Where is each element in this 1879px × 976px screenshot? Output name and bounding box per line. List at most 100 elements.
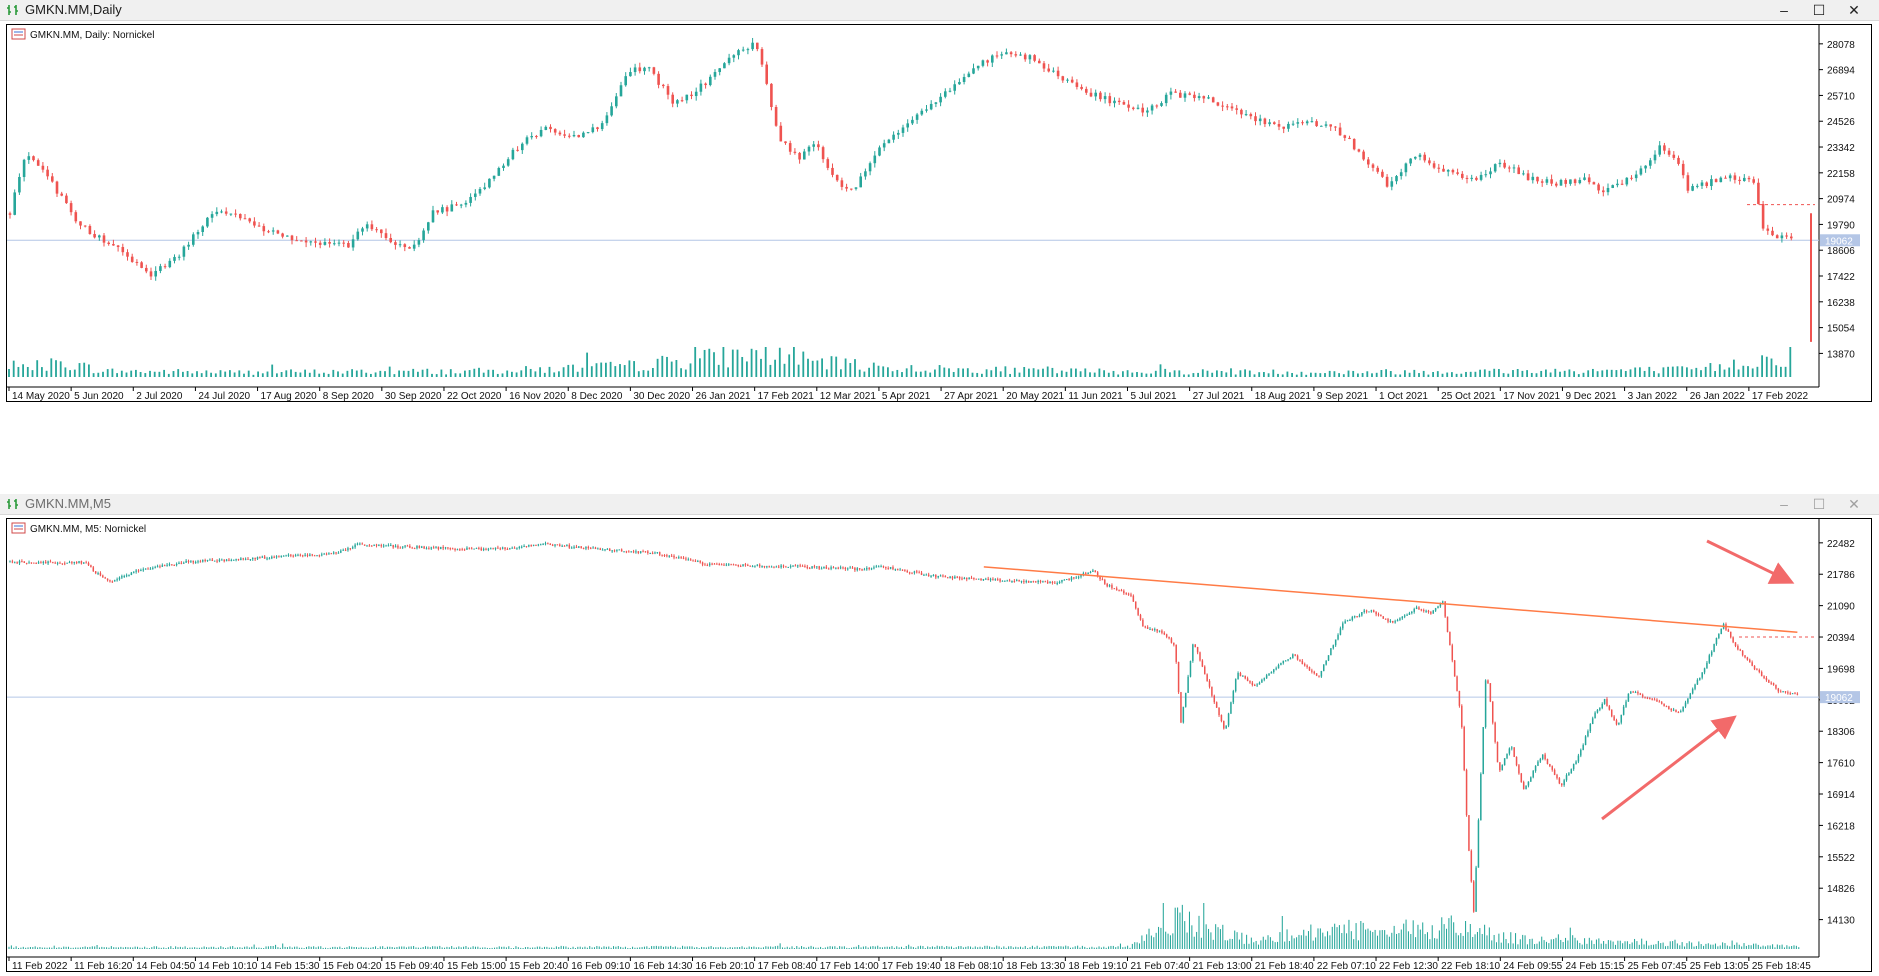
candle-body bbox=[42, 561, 45, 564]
candle-body bbox=[41, 165, 45, 170]
price-tick-label: 19698 bbox=[1827, 664, 1855, 675]
candle-body bbox=[1423, 154, 1426, 161]
time-tick-label: 21 Feb 07:40 bbox=[1130, 961, 1189, 971]
daily-chart-area[interactable]: GMKN.MM, Daily: Nornickel 28078 26894 25710… bbox=[6, 24, 1872, 402]
candle-body bbox=[1472, 881, 1475, 912]
candle-body bbox=[1234, 679, 1237, 692]
candle-body bbox=[130, 572, 133, 575]
candle-body bbox=[1415, 607, 1418, 609]
candle-body bbox=[1672, 709, 1675, 711]
candle-body bbox=[730, 564, 732, 566]
candle-body bbox=[732, 564, 735, 566]
candle-body bbox=[642, 551, 644, 553]
candle-body bbox=[987, 578, 989, 581]
candle-body bbox=[1743, 177, 1746, 182]
candle-body bbox=[420, 546, 423, 548]
time-tick-label: 16 Feb 20:10 bbox=[696, 961, 755, 971]
candle-body bbox=[1796, 693, 1799, 695]
candle-body bbox=[182, 246, 186, 257]
candle-body bbox=[1684, 702, 1687, 707]
price-tick-label: 14826 bbox=[1827, 884, 1855, 895]
candle-body bbox=[1165, 634, 1168, 637]
m5-chart-area[interactable]: GMKN.MM, M5: Nornickel 22482 21786 21090 203… bbox=[6, 518, 1872, 972]
m5-chart-svg[interactable]: GMKN.MM, M5: Nornickel 22482 21786 21090 203… bbox=[7, 519, 1871, 972]
daily-chart-svg[interactable]: GMKN.MM, Daily: Nornickel 28078 26894 25710… bbox=[7, 25, 1871, 402]
candle-body bbox=[480, 548, 482, 551]
candle-body bbox=[1449, 632, 1451, 646]
candle-body bbox=[1646, 697, 1649, 699]
candle-body bbox=[1033, 55, 1036, 61]
candle-body bbox=[1668, 706, 1670, 709]
candle-body bbox=[558, 132, 562, 135]
candle-body bbox=[178, 562, 180, 564]
candle-body bbox=[435, 546, 437, 548]
candle-body bbox=[149, 271, 153, 277]
candle-body bbox=[1785, 235, 1788, 237]
candle-body bbox=[625, 551, 628, 553]
candle-body bbox=[1425, 610, 1427, 612]
candle-body bbox=[1779, 691, 1782, 693]
candle-body bbox=[1123, 590, 1125, 594]
candle-body bbox=[1154, 629, 1156, 631]
candle-body bbox=[1311, 670, 1313, 672]
candle-body bbox=[506, 548, 509, 550]
candle-body bbox=[1318, 675, 1320, 677]
candle-body bbox=[1618, 722, 1620, 725]
candle-body bbox=[397, 545, 399, 548]
candle-body bbox=[1146, 627, 1149, 629]
close-button[interactable]: ✕ bbox=[1848, 496, 1860, 512]
candle-body bbox=[1240, 109, 1243, 115]
candle-body bbox=[1399, 172, 1403, 177]
candle-body bbox=[201, 226, 204, 232]
candle-body bbox=[135, 570, 137, 572]
candle-body bbox=[1056, 583, 1058, 585]
maximize-button[interactable]: ☐ bbox=[1812, 2, 1826, 18]
candle-body bbox=[323, 553, 325, 555]
candle-body bbox=[1367, 159, 1370, 165]
minimize-button[interactable]: – bbox=[1780, 2, 1788, 18]
candle-body bbox=[823, 566, 825, 569]
candle-body bbox=[1127, 104, 1130, 108]
candle-body bbox=[351, 239, 355, 248]
candle-body bbox=[256, 557, 259, 560]
candle-body bbox=[1085, 88, 1088, 93]
candle-body bbox=[511, 149, 515, 160]
candle-body bbox=[1202, 96, 1206, 99]
candle-body bbox=[1174, 91, 1177, 93]
candle-body bbox=[1156, 629, 1158, 632]
price-tick-label: 16218 bbox=[1827, 821, 1855, 832]
candle-body bbox=[55, 181, 59, 194]
m5-titlebar[interactable]: GMKN.MM,M5 – ☐ ✕ bbox=[0, 494, 1879, 515]
daily-titlebar[interactable]: GMKN.MM,Daily – ☐ ✕ bbox=[0, 0, 1879, 21]
minimize-button[interactable]: – bbox=[1780, 496, 1788, 512]
candle-body bbox=[1583, 177, 1586, 180]
candle-body bbox=[161, 565, 164, 567]
candle-body bbox=[1768, 680, 1770, 683]
candle-body bbox=[944, 576, 947, 578]
candle-body bbox=[535, 544, 537, 546]
candle-body bbox=[1625, 177, 1629, 185]
candle-body bbox=[37, 562, 40, 564]
close-button[interactable]: ✕ bbox=[1848, 2, 1860, 18]
candle-body bbox=[1044, 581, 1047, 583]
candle-body bbox=[1351, 616, 1354, 620]
candle-body bbox=[1724, 177, 1727, 179]
candle-body bbox=[1569, 179, 1572, 184]
candle-body bbox=[699, 83, 703, 92]
candle-body bbox=[313, 555, 316, 557]
candle-body bbox=[563, 545, 566, 547]
candle-body bbox=[456, 549, 459, 551]
candle-body bbox=[1394, 621, 1396, 623]
candle-body bbox=[861, 569, 863, 571]
candle-body bbox=[413, 548, 416, 550]
candle-body bbox=[375, 544, 378, 546]
candle-body bbox=[799, 565, 801, 567]
candle-body bbox=[597, 548, 599, 550]
time-tick-label: 17 Feb 2021 bbox=[758, 391, 815, 401]
candle-body bbox=[223, 559, 225, 562]
candle-body bbox=[1263, 678, 1266, 680]
candle-body bbox=[1184, 692, 1187, 707]
candle-body bbox=[559, 544, 561, 546]
candle-body bbox=[382, 545, 385, 547]
maximize-button[interactable]: ☐ bbox=[1812, 496, 1826, 512]
